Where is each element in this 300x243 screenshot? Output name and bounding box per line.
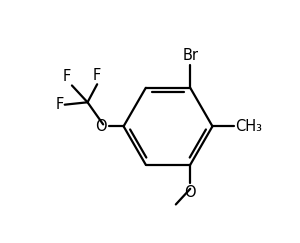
Text: F: F [93, 68, 101, 83]
Text: F: F [62, 69, 71, 84]
Text: O: O [96, 119, 107, 134]
Text: F: F [55, 97, 64, 112]
Text: CH₃: CH₃ [235, 119, 262, 134]
Text: O: O [184, 185, 196, 200]
Text: Br: Br [182, 48, 198, 63]
